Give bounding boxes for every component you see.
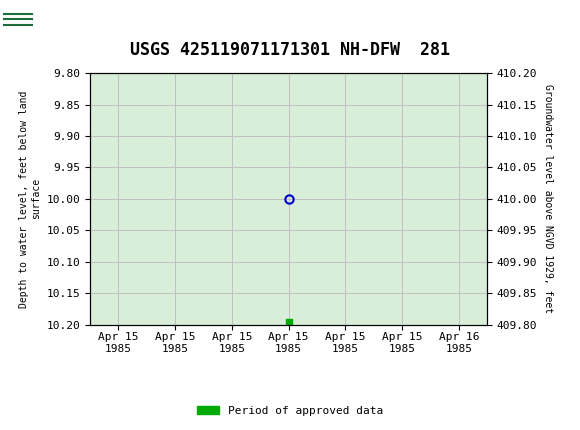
Y-axis label: Groundwater level above NGVD 1929, feet: Groundwater level above NGVD 1929, feet bbox=[543, 84, 553, 313]
Bar bbox=[3, 3, 78, 36]
Text: USGS 425119071171301 NH-DFW  281: USGS 425119071171301 NH-DFW 281 bbox=[130, 41, 450, 59]
Y-axis label: Depth to water level, feet below land
surface: Depth to water level, feet below land su… bbox=[19, 90, 41, 307]
Text: USGS: USGS bbox=[39, 12, 86, 27]
Legend: Period of approved data: Period of approved data bbox=[193, 401, 387, 420]
